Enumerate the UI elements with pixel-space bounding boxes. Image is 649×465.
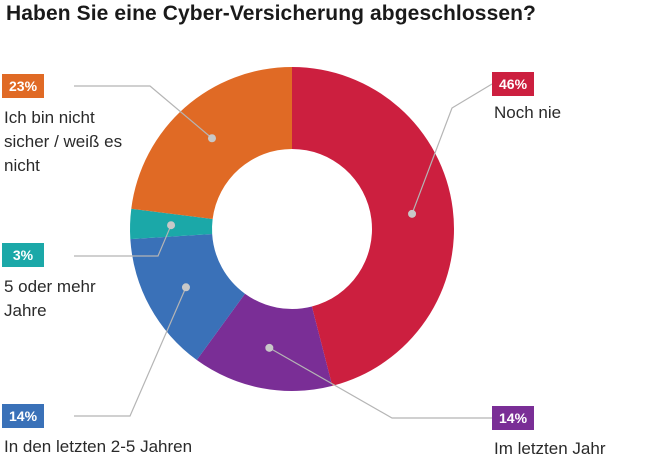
leader-line-nicht-sicher <box>74 85 213 139</box>
slice-nicht-sicher <box>131 67 292 219</box>
leader-lines <box>74 83 493 419</box>
slice-label-noch-nie: Noch nie <box>494 103 562 122</box>
leader-line-noch-nie <box>411 83 493 215</box>
chart-title: Haben Sie eine Cyber-Versicherung abgesc… <box>6 2 536 25</box>
leader-line-2-5-jahre <box>74 287 187 417</box>
donut-slices <box>130 67 454 391</box>
leader-line-im-letzten-jahr <box>269 347 492 419</box>
leader-dot-2-5-jahre <box>181 283 190 292</box>
slice-label-nicht-sicher: Ich bin nicht sicher / weiß es nicht <box>4 108 123 175</box>
slice-noch-nie <box>292 67 454 386</box>
value-badge-5-oder-mehr: 3% <box>2 243 44 267</box>
slice-im-letzten-jahr <box>196 293 333 391</box>
value-badge-2-5-jahre: 14% <box>2 404 45 428</box>
leader-line-5-oder-mehr <box>74 224 172 257</box>
leader-dot-5-oder-mehr <box>167 221 176 230</box>
value-badge-nicht-sicher: 23% <box>2 74 45 98</box>
leader-dot-nicht-sicher <box>207 134 216 143</box>
leader-dot-noch-nie <box>408 209 417 218</box>
value-badge-im-letzten-jahr: 14% <box>492 406 535 430</box>
value-badge-noch-nie: 46% <box>492 72 535 96</box>
slice-label-2-5-jahre: In den letzten 2-5 Jahren <box>4 437 193 456</box>
leader-dot-im-letzten-jahr <box>265 343 274 352</box>
slice-2-5-jahre <box>130 234 245 361</box>
slice-label-5-oder-mehr: 5 oder mehr Jahre <box>4 277 96 320</box>
slice-label-im-letzten-jahr: Im letzten Jahr <box>494 439 606 458</box>
